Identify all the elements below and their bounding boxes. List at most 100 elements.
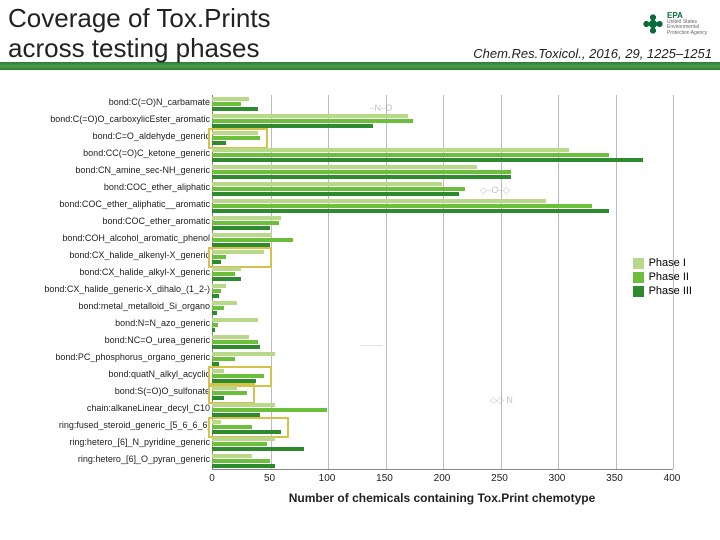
- bar-p2: [212, 187, 465, 191]
- category-label: bond:C(=O)O_carboxylicEster_aromatic: [0, 114, 210, 124]
- legend-label-phase2: Phase II: [649, 271, 689, 283]
- bar-p2: [212, 340, 258, 344]
- x-tick-label: 250: [491, 473, 508, 484]
- bar-p1: [212, 335, 249, 339]
- category-label: chain:alkaneLinear_decyl_C10: [0, 403, 210, 413]
- citation: Chem.Res.Toxicol., 2016, 29, 1225–1251: [473, 46, 712, 61]
- bar-p3: [212, 345, 260, 349]
- bar-p2: [212, 170, 511, 174]
- category-label: bond:COC_ether_aliphatic: [0, 182, 210, 192]
- bar-p2: [212, 408, 327, 412]
- category-label: ring:hetero_[6]_O_pyran_generic: [0, 454, 210, 464]
- bar-p3: [212, 464, 275, 468]
- bar-p1: [212, 403, 275, 407]
- bar-p1: [212, 97, 249, 101]
- bar-row: bond:CX_halide_alkyl-X_generic: [0, 265, 720, 282]
- x-tick-label: 200: [434, 473, 451, 484]
- bar-p1: [212, 165, 477, 169]
- bar-p3: [212, 447, 304, 451]
- bar-p2: [212, 119, 413, 123]
- x-axis-title: Number of chemicals containing Tox.Print…: [212, 491, 672, 505]
- bar-p3: [212, 107, 258, 111]
- category-label: bond:CX_halide_alkenyl-X_generic: [0, 250, 210, 260]
- category-label: bond:metal_metalloid_Si_organo: [0, 301, 210, 311]
- bar-row: bond:COC_ether_aliphatic__aromatic: [0, 197, 720, 214]
- bar-p1: [212, 267, 241, 271]
- bar-p1: [212, 301, 237, 305]
- bar-row: ring:hetero_[6]_N_pyridine_generic: [0, 435, 720, 452]
- swatch-phase2: [633, 272, 644, 283]
- bar-p2: [212, 459, 270, 463]
- bar-row: bond:CN_amine_sec-NH_generic: [0, 163, 720, 180]
- bar-p1: [212, 182, 442, 186]
- bar-p1: [212, 284, 226, 288]
- legend-item-phase3: Phase III: [633, 285, 692, 297]
- bar-p1: [212, 318, 258, 322]
- bar-row: bond:metal_metalloid_Si_organo: [0, 299, 720, 316]
- epa-flower-icon: [642, 13, 664, 35]
- bar-p3: [212, 192, 459, 196]
- bar-p2: [212, 272, 235, 276]
- bar-row: bond:NC=O_urea_generic: [0, 333, 720, 350]
- bar-row: bond:PC_phosphorus_organo_generic: [0, 350, 720, 367]
- chart: bond:C(=O)N_carbamate bond:C(=O)O_carboxy…: [0, 95, 720, 515]
- bar-p3: [212, 209, 609, 213]
- category-label: bond:CX_halide_generic-X_dihalo_(1_2-): [0, 284, 210, 294]
- category-label: ring:hetero_[6]_N_pyridine_generic: [0, 437, 210, 447]
- swatch-phase1: [633, 258, 644, 269]
- bar-row: bond:COH_alcohol_aromatic_phenol: [0, 231, 720, 248]
- category-label: bond:quatN_alkyl_acyclic: [0, 369, 210, 379]
- x-tick-label: 100: [319, 473, 336, 484]
- bar-p2: [212, 323, 218, 327]
- category-label: bond:PC_phosphorus_organo_generic: [0, 352, 210, 362]
- legend-label-phase1: Phase I: [649, 257, 686, 269]
- bar-p3: [212, 311, 217, 315]
- bar-p3: [212, 158, 643, 162]
- bar-p2: [212, 306, 224, 310]
- bar-row: ring:hetero_[6]_O_pyran_generic: [0, 452, 720, 469]
- bar-row: bond:COC_ether_aromatic: [0, 214, 720, 231]
- bar-row: bond:CX_halide_alkenyl-X_generic: [0, 248, 720, 265]
- category-label: bond:N=N_azo_generic: [0, 318, 210, 328]
- category-label: bond:COC_ether_aromatic: [0, 216, 210, 226]
- legend-label-phase3: Phase III: [649, 285, 692, 297]
- title-line1: Coverage of Tox.Prints: [8, 3, 271, 33]
- legend-item-phase1: Phase I: [633, 257, 692, 269]
- x-tick-label: 150: [376, 473, 393, 484]
- category-label: bond:COC_ether_aliphatic__aromatic: [0, 199, 210, 209]
- legend-item-phase2: Phase II: [633, 271, 692, 283]
- bar-row: bond:C(=O)N_carbamate: [0, 95, 720, 112]
- bar-p2: [212, 442, 267, 446]
- bar-p3: [212, 226, 270, 230]
- bar-p3: [212, 328, 215, 332]
- bar-p3: [212, 294, 219, 298]
- category-label: bond:CC(=O)C_ketone_generic: [0, 148, 210, 158]
- bar-p2: [212, 357, 235, 361]
- title-line2: across testing phases: [8, 33, 259, 63]
- bar-p1: [212, 216, 281, 220]
- bar-row: bond:CC(=O)C_ketone_generic: [0, 146, 720, 163]
- category-label: bond:NC=O_urea_generic: [0, 335, 210, 345]
- bar-row: bond:quatN_alkyl_acyclic: [0, 367, 720, 384]
- x-tick-label: 300: [549, 473, 566, 484]
- bar-row: ring:fused_steroid_generic_[5_6_6_6]: [0, 418, 720, 435]
- bar-p3: [212, 175, 511, 179]
- category-label: ring:fused_steroid_generic_[5_6_6_6]: [0, 420, 210, 430]
- page-title: Coverage of Tox.Prints across testing ph…: [8, 4, 271, 64]
- bar-p1: [212, 148, 569, 152]
- epa-sub3: Protection Agency: [667, 31, 707, 37]
- bar-row: bond:N=N_azo_generic: [0, 316, 720, 333]
- bar-p2: [212, 289, 221, 293]
- bar-p2: [212, 204, 592, 208]
- bar-row: chain:alkaneLinear_decyl_C10: [0, 401, 720, 418]
- bar-p3: [212, 277, 241, 281]
- bar-p2: [212, 238, 293, 242]
- bar-p1: [212, 199, 546, 203]
- x-tick-label: 0: [209, 473, 215, 484]
- category-label: bond:S(=O)O_sulfonate: [0, 386, 210, 396]
- bar-p2: [212, 221, 279, 225]
- x-tick-label: 400: [664, 473, 681, 484]
- swatch-phase3: [633, 286, 644, 297]
- bar-row: bond:COC_ether_aliphatic: [0, 180, 720, 197]
- x-tick-label: 50: [264, 473, 275, 484]
